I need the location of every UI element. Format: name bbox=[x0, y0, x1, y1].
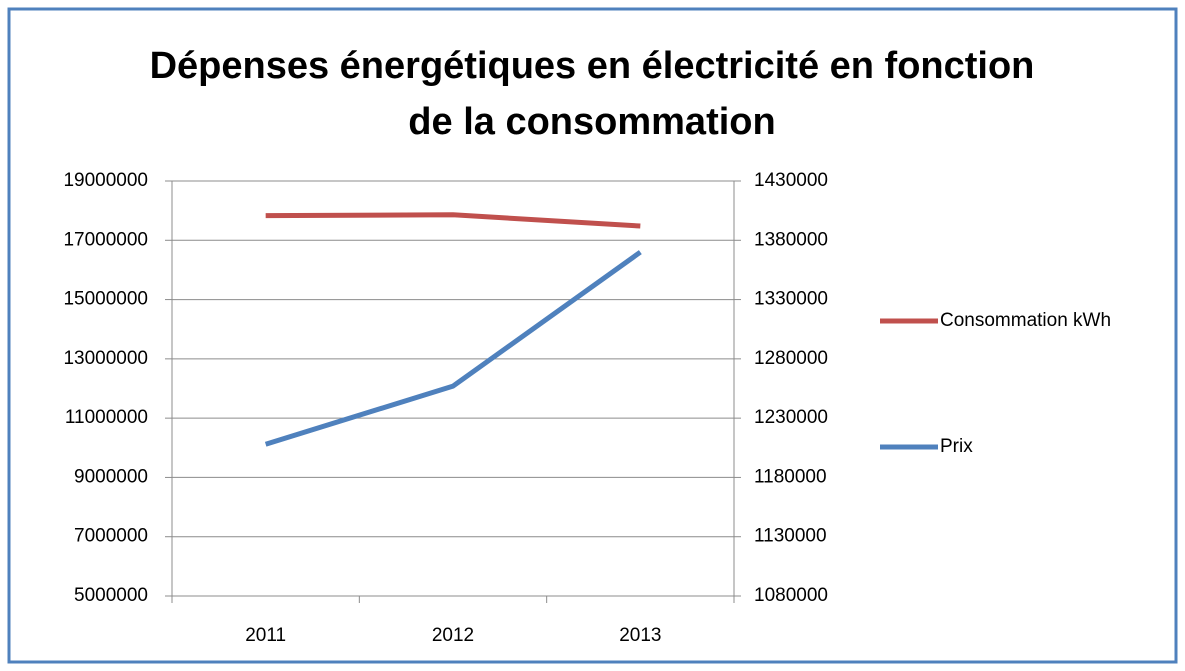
y2-tick-label: 1380000 bbox=[754, 229, 828, 250]
y-tick-label: 15000000 bbox=[63, 289, 148, 310]
y2-tick-label: 1180000 bbox=[754, 466, 827, 487]
y-tick-label: 19000000 bbox=[63, 170, 148, 191]
y2-tick-label: 1230000 bbox=[754, 407, 828, 428]
y-tick-label: 13000000 bbox=[63, 348, 148, 369]
x-tick-label: 2011 bbox=[245, 625, 286, 646]
y-tick-label: 7000000 bbox=[74, 526, 148, 547]
y2-tick-label: 1080000 bbox=[754, 585, 828, 606]
y2-tick-label: 1430000 bbox=[754, 170, 828, 191]
legend-label: Consommation kWh bbox=[940, 310, 1111, 331]
y-tick-label: 11000000 bbox=[65, 407, 148, 428]
series-line bbox=[265, 212, 641, 229]
y-tick-label: 17000000 bbox=[63, 229, 148, 250]
y2-tick-label: 1330000 bbox=[754, 289, 828, 310]
chart-frame bbox=[7, 7, 1178, 664]
x-tick-label: 2012 bbox=[432, 625, 474, 646]
x-tick-label: 2013 bbox=[619, 625, 661, 646]
y2-tick-label: 1280000 bbox=[754, 348, 828, 369]
y2-tick-label: 1130000 bbox=[754, 526, 827, 547]
y-tick-label: 9000000 bbox=[74, 466, 148, 487]
y-tick-label: 5000000 bbox=[74, 585, 148, 606]
chart-title: Dépenses énergétiques en électricité en … bbox=[149, 45, 1035, 143]
series-line bbox=[264, 250, 642, 447]
legend-label: Prix bbox=[940, 436, 973, 457]
